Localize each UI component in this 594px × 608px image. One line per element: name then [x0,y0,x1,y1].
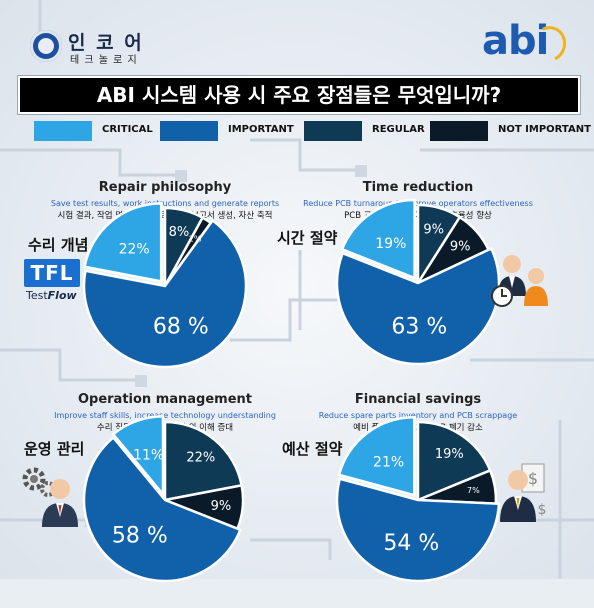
pie-slice-critical [337,415,416,497]
pie-slice-important [82,435,242,583]
testflow-logo-text: TestFlow [26,289,77,302]
pie-slice-critical [340,198,416,280]
chart-subtitle-en: Reduce PCB turnaround, improve operators… [303,199,533,208]
page-title: ABI 시스템 사용 시 주요 장점들은 무엇입니까? [18,76,580,114]
incore-logo-mark-icon [30,30,62,62]
svg-text:$: $ [538,502,547,518]
legend-label: CRITICAL [102,124,153,135]
testflow-logo: TFL TestFlow [24,259,80,305]
incore-logo-line2: 테 크 놀 로 지 [70,55,138,66]
businessman-money-icon: $ $ [500,463,547,522]
incore-logo: 인 코 어 테 크 놀 로 지 [30,30,142,66]
pie-slice-regular [416,420,492,502]
abi-logo-text: abi [482,18,549,64]
legend-swatch [304,121,362,141]
chart-side-label: 시간 절약 [277,229,338,247]
pie-data-label: 21% [373,454,404,470]
pie-slice-critical [83,202,163,283]
pie-data-label: 19% [375,236,406,252]
svg-text:$: $ [528,469,538,488]
chart-side-label: 수리 개념 [28,236,89,254]
chart-subtitle-en: Reduce spare parts inventory and PCB scr… [318,411,518,420]
chart-subtitle-en: Improve staff skills, increase technolog… [54,411,276,420]
pie-data-label: 11% [133,447,164,463]
pie-data-label: 58 % [112,523,168,548]
pie-data-label: 8% [169,225,190,240]
pie-svg: 11% 22% 9% 58 % [82,415,245,583]
pie-slice-important [82,218,248,369]
legend-label: REGULAR [372,124,425,135]
incore-logo-line1: 인 코 어 [68,32,144,54]
pie-data-label: 68 % [153,315,209,340]
pie-svg: 22% 8% 2% 68 % [82,202,248,369]
pie-data-label: 7% [467,486,480,495]
chart-title: Financial savings [354,392,482,407]
legend-label: IMPORTANT [228,124,294,135]
clock-people-icon [491,255,548,307]
legend-swatch [160,121,218,141]
pie-data-label: 22% [119,242,150,258]
testflow-logo-text-b: Flow [47,289,77,302]
pie-data-label: 22% [186,450,215,465]
pie-data-label: 54 % [383,531,439,556]
pie-data-label: 9% [211,499,232,514]
pie-data-label: 9% [423,223,444,238]
pie-data-label: 19% [435,447,464,462]
pie-data-label: 2% [189,234,202,243]
pie-svg: 21% 19% 7% 54 % [335,415,501,583]
pie-data-label: 9% [450,239,471,254]
legend-swatch [34,121,92,141]
legend-label: NOT IMPORTANT [498,124,591,135]
pie-svg: 19% 9% 9% 63 % [335,198,501,366]
chart-side-label: 운영 관리 [24,440,85,458]
abi-logo: abi [482,18,572,67]
pie-data-label: 63 % [391,315,447,340]
chart-subtitle-en: Save test results, work instructions and… [50,199,280,208]
testflow-logo-text-a: Test [26,289,48,302]
pie-slice-regular [163,420,244,502]
chart-title: Repair philosophy [98,180,232,195]
chart-side-label: 예산 절약 [282,440,343,458]
chart-title: Time reduction [362,180,474,195]
legend-swatch [430,121,488,141]
pie-slice-critical [111,415,165,498]
chart-title: Operation management [77,392,253,407]
gear-person-icon [22,467,78,527]
testflow-logo-box: TFL [24,259,80,287]
